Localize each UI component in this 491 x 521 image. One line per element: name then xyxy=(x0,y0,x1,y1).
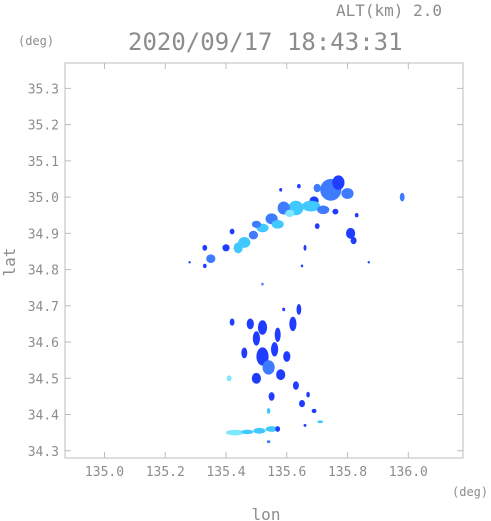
timestamp-title: 2020/09/17 18:43:31 xyxy=(128,28,403,56)
echo-cell-62 xyxy=(314,223,320,230)
x-axis-label: lon xyxy=(252,505,281,521)
echo-cell-3 xyxy=(313,183,321,193)
echo-cell-57 xyxy=(275,426,281,432)
echo-cell-32 xyxy=(229,318,235,326)
echo-cell-64 xyxy=(367,261,370,264)
y-tick-label-6: 34.9 xyxy=(28,227,59,242)
y-tick-label-0: 34.3 xyxy=(28,445,59,460)
axis-layer: 135.0 135.2 135.4 135.6 135.8 136.0 34.3 34.4 34… xyxy=(28,63,463,480)
echo-cell-21 xyxy=(203,263,207,269)
echo-cell-26 xyxy=(399,192,405,202)
echo-cell-45 xyxy=(283,351,291,362)
echo-cell-63 xyxy=(188,261,191,264)
y-tick-label-5: 34.8 xyxy=(28,264,59,279)
echo-cell-58 xyxy=(266,440,271,444)
echo-cell-60 xyxy=(303,424,307,427)
echo-cell-46 xyxy=(226,375,232,382)
echo-cell-2 xyxy=(341,188,354,199)
echo-cell-39 xyxy=(296,304,302,315)
echo-cell-23 xyxy=(346,227,356,239)
echo-cell-28 xyxy=(279,188,283,192)
echo-cell-37 xyxy=(271,342,279,357)
y-tick-label-9: 35.2 xyxy=(28,119,59,134)
echo-cell-12 xyxy=(271,220,284,229)
echo-cell-33 xyxy=(246,318,254,330)
echo-cell-24 xyxy=(350,237,357,245)
echo-cell-17 xyxy=(233,242,243,254)
echo-cell-48 xyxy=(268,392,275,401)
echo-cell-20 xyxy=(202,244,208,251)
echo-cell-56 xyxy=(265,426,278,432)
echo-cell-18 xyxy=(222,244,230,252)
echo-cell-55 xyxy=(253,427,266,434)
y-tick-label-2: 34.5 xyxy=(28,372,59,387)
echo-cell-47 xyxy=(292,381,299,390)
plot-frame xyxy=(64,62,464,459)
altitude-label: ALT(km) 2.0 xyxy=(336,1,442,20)
echo-cell-27 xyxy=(297,184,301,189)
y-tick-label-1: 34.4 xyxy=(28,409,59,424)
echo-cell-42 xyxy=(262,360,275,375)
echo-cell-43 xyxy=(276,369,286,381)
x-tick-label-2: 135.4 xyxy=(206,465,245,480)
echo-cell-6 xyxy=(317,205,330,215)
y-axis-label: lat xyxy=(0,248,19,277)
echo-cell-49 xyxy=(299,400,305,408)
y-tick-label-7: 35.0 xyxy=(28,191,59,206)
echo-cell-41 xyxy=(256,347,269,366)
echo-cell-53 xyxy=(226,429,245,436)
x-tick-label-4: 135.8 xyxy=(328,465,367,480)
echo-cell-14 xyxy=(251,220,261,228)
echo-cell-5 xyxy=(302,200,321,212)
echo-cell-30 xyxy=(300,264,304,268)
echo-layer xyxy=(188,175,405,444)
echo-cell-44 xyxy=(251,372,261,384)
y-tick-label-4: 34.7 xyxy=(28,300,59,315)
echo-cell-7 xyxy=(332,208,339,215)
echo-cell-59 xyxy=(317,420,324,424)
echo-cell-1 xyxy=(332,175,345,190)
echo-cell-54 xyxy=(241,429,254,435)
echo-cell-61 xyxy=(282,307,286,312)
echo-cell-22 xyxy=(229,228,235,235)
echo-cell-35 xyxy=(252,331,260,346)
echo-cell-10 xyxy=(285,209,295,217)
echo-cell-19 xyxy=(206,254,216,263)
y-tick-label-3: 34.6 xyxy=(28,336,59,351)
x-tick-label-5: 136.0 xyxy=(389,465,428,480)
y-tick-label-10: 35.3 xyxy=(28,82,59,97)
echo-cell-38 xyxy=(289,316,297,332)
y-tick-label-8: 35.1 xyxy=(28,155,59,170)
echo-cell-36 xyxy=(274,327,281,342)
echo-cell-29 xyxy=(303,244,307,251)
echo-cell-50 xyxy=(266,408,271,414)
x-unit-label: (deg) xyxy=(452,485,488,499)
echo-cell-25 xyxy=(354,213,359,218)
echo-cell-16 xyxy=(248,230,258,240)
x-tick-label-3: 135.6 xyxy=(267,465,306,480)
echo-cell-34 xyxy=(257,320,268,335)
x-tick-label-1: 135.2 xyxy=(146,465,185,480)
y-unit-label: (deg) xyxy=(18,34,54,48)
echo-cell-52 xyxy=(306,391,310,398)
x-tick-label-0: 135.0 xyxy=(85,465,124,480)
echo-cell-31 xyxy=(261,282,264,286)
echo-cell-51 xyxy=(311,408,317,414)
echo-cell-40 xyxy=(241,347,248,359)
